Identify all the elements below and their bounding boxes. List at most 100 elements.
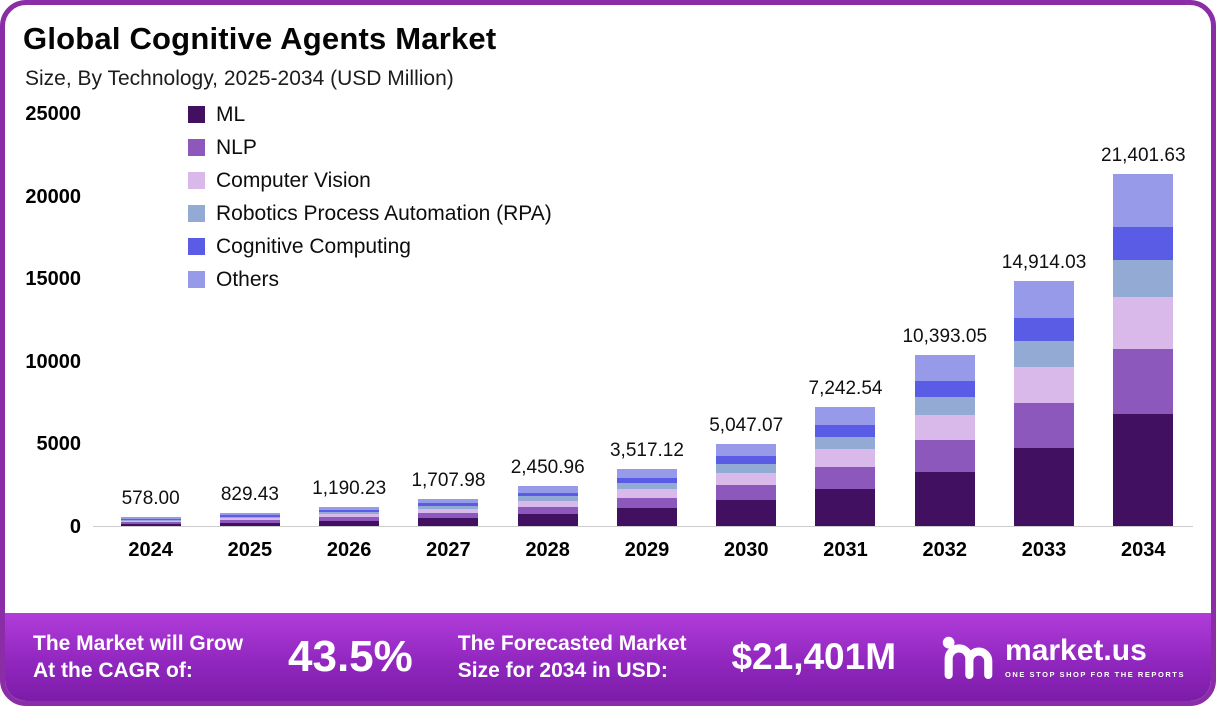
x-label-2032: 2032 — [922, 539, 968, 561]
bar-segment — [319, 514, 380, 518]
bar-total-label-2025: 829.43 — [220, 484, 279, 506]
legend-swatch — [188, 238, 205, 255]
bar-segment — [418, 512, 479, 518]
bar-segment — [517, 506, 578, 514]
bar-segment — [120, 518, 181, 520]
bar-segment — [616, 469, 677, 478]
bar-segment — [716, 456, 777, 465]
bar-segment — [418, 518, 479, 527]
brand-tagline: ONE STOP SHOP FOR THE REPORTS — [1005, 669, 1185, 679]
legend-label: Computer Vision — [216, 169, 371, 192]
bar-column-2033: 14,914.03 — [994, 252, 1093, 527]
plot-area: 578.00 829.43 1,190.23 1,707.98 2,450.96 3,51… — [93, 91, 1193, 527]
bar-segment — [815, 436, 876, 450]
bar-segment — [1113, 173, 1174, 227]
bar-stack-2024 — [120, 517, 181, 527]
bar-stack-2030 — [716, 443, 777, 527]
x-label-2024: 2024 — [128, 539, 173, 561]
bar-segment — [319, 520, 380, 527]
bar-stack-2031 — [815, 407, 876, 527]
chart-area: 0 5000 10000 15000 20000 25000 578.00 829.43 1,… — [5, 91, 1211, 538]
bar-column-2034: 21,401.63 — [1094, 145, 1193, 527]
bar-segment — [219, 513, 280, 516]
bar-segment — [914, 472, 975, 527]
bar-stack-2034 — [1113, 173, 1174, 527]
cagr-label-line2: At the CAGR of: — [33, 659, 193, 682]
bar-segment — [319, 507, 380, 511]
bar-segment — [319, 510, 380, 513]
bar-segment — [914, 397, 975, 416]
bar-segment — [716, 484, 777, 501]
x-label-2026: 2026 — [326, 539, 372, 561]
bar-segment — [219, 516, 280, 519]
legend-label: NLP — [216, 136, 257, 159]
bar-segment — [914, 355, 975, 382]
y-tick-20000: 20000 — [25, 185, 81, 208]
bar-segment — [716, 472, 777, 485]
bar-segment — [716, 500, 777, 527]
bar-column-2024: 578.00 — [101, 488, 200, 527]
bar-segment — [319, 512, 380, 515]
bar-total-label-2033: 14,914.03 — [1001, 251, 1087, 273]
bar-total-label-2031: 7,242.54 — [808, 378, 883, 400]
cagr-label-line1: The Market will Grow — [33, 631, 244, 655]
bar-segment — [815, 425, 876, 437]
bar-stack-2033 — [1014, 280, 1075, 527]
bar-segment — [120, 522, 181, 524]
bar-segment — [1014, 448, 1075, 527]
legend-swatch — [188, 271, 205, 288]
bar-column-2032: 10,393.05 — [895, 326, 994, 527]
legend-swatch — [188, 139, 205, 156]
y-tick-25000: 25000 — [25, 103, 81, 125]
bar-segment — [517, 500, 578, 507]
bar-segment — [815, 488, 876, 527]
bar-segment — [219, 520, 280, 523]
chart-header: Global Cognitive Agents Market Size, By … — [5, 5, 1211, 91]
bar-segment — [418, 503, 479, 506]
bar-total-label-2026: 1,190.23 — [312, 478, 387, 500]
bar-total-label-2027: 1,707.98 — [411, 469, 486, 491]
y-tick-5000: 5000 — [36, 433, 82, 456]
bar-segment — [1113, 297, 1174, 349]
y-tick-0: 0 — [69, 516, 81, 538]
bar-segment — [120, 523, 181, 527]
x-label-2025: 2025 — [227, 539, 273, 561]
forecast-label-line1: The Forecasted Market — [457, 631, 687, 655]
bar-segment — [1113, 348, 1174, 414]
x-label-2030: 2030 — [723, 539, 769, 561]
bar-stack-2027 — [418, 498, 479, 527]
bar-segment — [914, 415, 975, 441]
bar-segment — [418, 508, 479, 513]
bar-column-2027: 1,707.98 — [399, 470, 498, 527]
bar-stack-2025 — [219, 513, 280, 527]
bar-segment — [1014, 402, 1075, 449]
bar-stack-2032 — [914, 355, 975, 527]
bar-segment — [120, 519, 181, 521]
bar-column-2030: 5,047.07 — [697, 415, 796, 527]
legend-item: Computer Vision — [188, 169, 552, 192]
cagr-label: The Market will Grow At the CAGR of: — [33, 630, 243, 685]
bar-segment — [219, 522, 280, 527]
bar-segment — [1014, 341, 1075, 367]
bar-segment — [418, 498, 479, 504]
bar-total-label-2024: 578.00 — [121, 488, 180, 510]
bar-segment — [815, 466, 876, 489]
bar-total-label-2032: 10,393.05 — [902, 326, 988, 348]
brand-name: market.us — [1005, 634, 1147, 668]
bar-stack-2029 — [616, 469, 677, 527]
x-label-2028: 2028 — [525, 539, 570, 561]
bar-segment — [517, 486, 578, 493]
bar-segment — [616, 477, 677, 484]
bar-segment — [517, 492, 578, 497]
bar-segment — [616, 483, 677, 490]
forecast-label-line2: Size for 2034 in USD: — [457, 659, 668, 682]
forecast-value: $21,401M — [731, 636, 897, 677]
footer-banner: The Market will Grow At the CAGR of: 43.… — [5, 613, 1211, 701]
legend-item: Robotics Process Automation (RPA) — [188, 202, 552, 225]
legend-label: Others — [216, 268, 280, 291]
bar-segment — [517, 514, 578, 527]
legend-item: Cognitive Computing — [188, 235, 552, 258]
legend-label: ML — [216, 103, 246, 126]
legend-label: Cognitive Computing — [216, 235, 411, 258]
